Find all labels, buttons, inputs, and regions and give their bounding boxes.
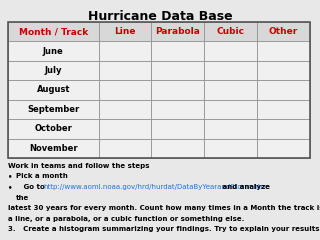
Bar	[8, 119, 310, 138]
Text: Work in teams and follow the steps: Work in teams and follow the steps	[8, 163, 149, 169]
Text: Cubic: Cubic	[217, 27, 245, 36]
Text: http://www.aoml.noaa.gov/hrd/hurdat/DataByYearandStorm.htm: http://www.aoml.noaa.gov/hrd/hurdat/Data…	[44, 184, 268, 190]
Text: Line: Line	[114, 27, 136, 36]
Text: latest 30 years for every month. Count how many times in a Month the track is ei: latest 30 years for every month. Count h…	[8, 205, 320, 211]
Text: Pick a month: Pick a month	[16, 174, 68, 180]
Text: Go to http://www.aoml.noaa.gov/hrd/hurdat/DataByYearandStorm.htm and analyze: Go to http://www.aoml.noaa.gov/hrd/hurda…	[16, 184, 320, 190]
Text: 3.   Create a histogram summarizing your findings. Try to explain your results.: 3. Create a histogram summarizing your f…	[8, 226, 320, 232]
Text: a line, or a parabola, or a cubic function or something else.: a line, or a parabola, or a cubic functi…	[8, 216, 244, 222]
Text: and analyze: and analyze	[220, 184, 270, 190]
Bar	[8, 61, 310, 80]
Text: Hurricane Data Base: Hurricane Data Base	[88, 10, 232, 23]
Text: Other: Other	[269, 27, 298, 36]
Bar	[8, 80, 310, 100]
Text: September: September	[27, 105, 79, 114]
Text: •: •	[8, 174, 12, 180]
Bar	[8, 22, 310, 158]
Text: Parabola: Parabola	[156, 27, 200, 36]
Text: November: November	[29, 144, 78, 153]
Bar	[8, 100, 310, 119]
Text: •: •	[8, 184, 12, 190]
Text: June: June	[43, 47, 64, 56]
Text: October: October	[34, 124, 72, 133]
Text: August: August	[36, 85, 70, 95]
Bar	[8, 138, 310, 158]
Bar	[8, 22, 310, 42]
Text: Month / Track: Month / Track	[19, 27, 88, 36]
Text: the: the	[16, 194, 29, 200]
Text: July: July	[44, 66, 62, 75]
Bar	[8, 42, 310, 61]
Text: Go to: Go to	[16, 184, 47, 190]
